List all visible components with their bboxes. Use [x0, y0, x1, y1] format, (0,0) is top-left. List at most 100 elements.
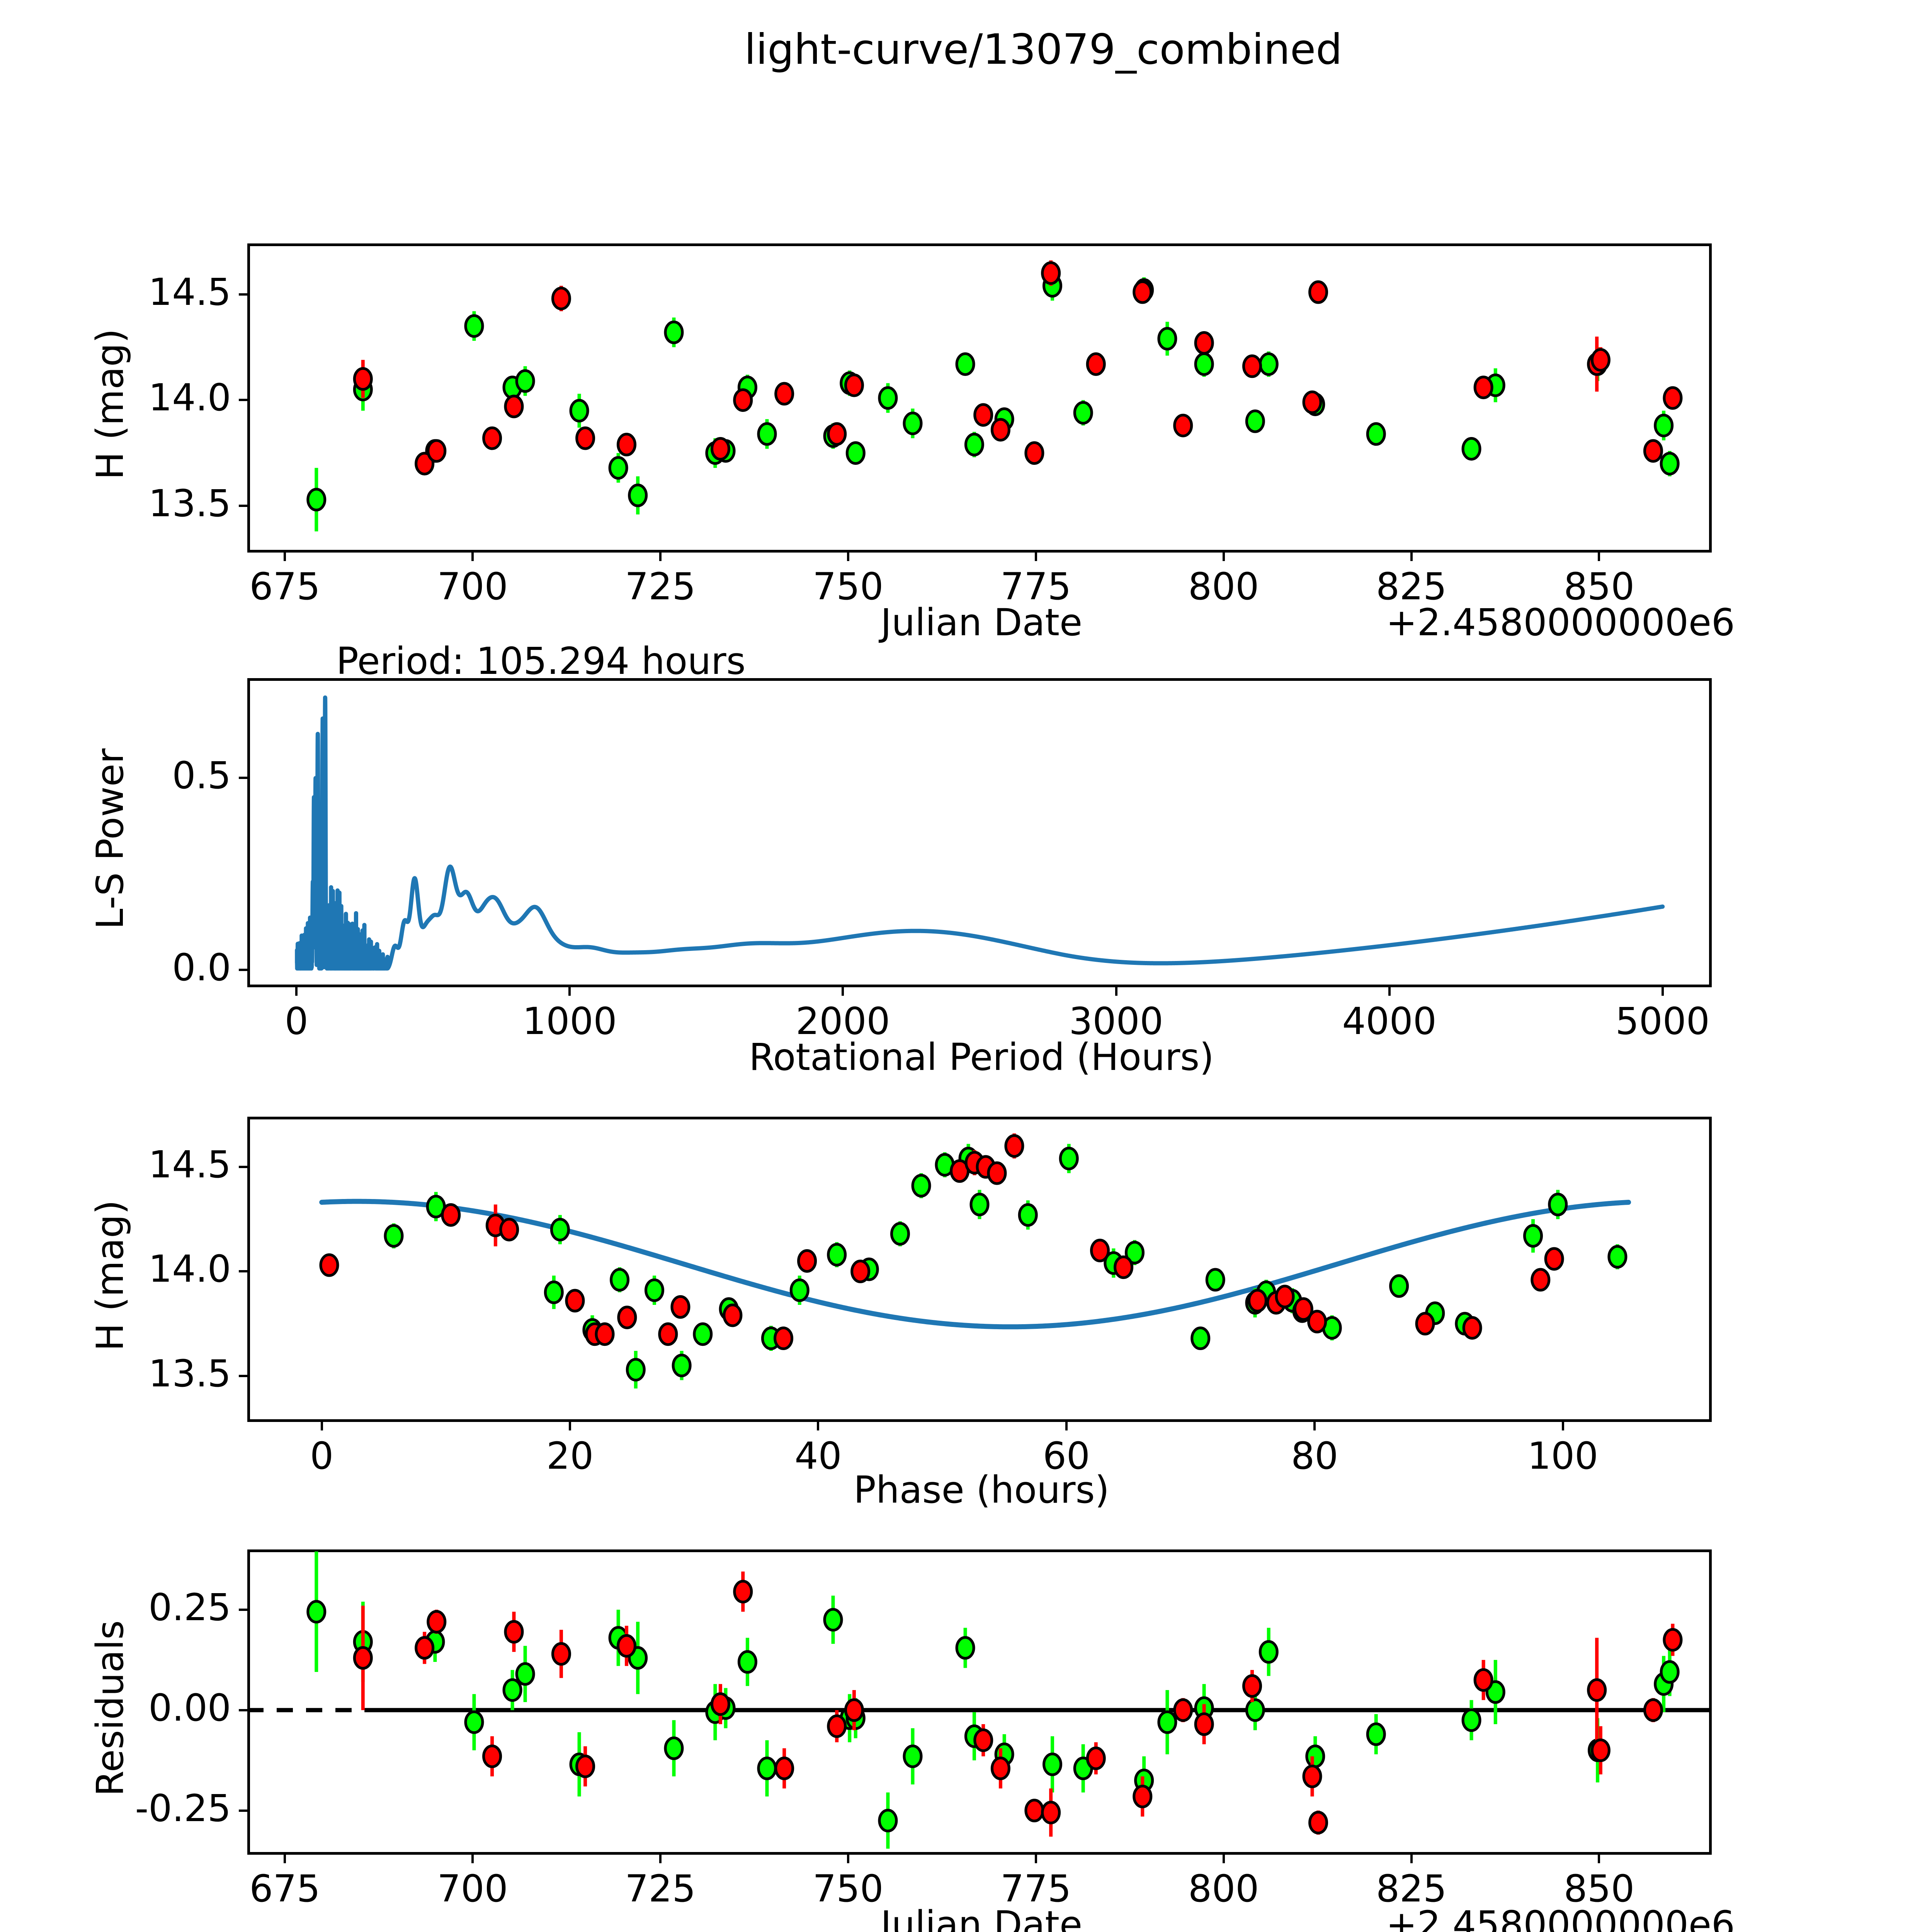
data-point	[595, 1322, 615, 1346]
panel-lightcurve-offset: +2.4580000000e6	[1386, 601, 1735, 644]
data-point	[1305, 1744, 1325, 1768]
data-point	[664, 1736, 684, 1760]
data-point	[774, 1327, 794, 1350]
x-tick-mark	[471, 1855, 474, 1863]
x-tick-label: 775	[1000, 1867, 1071, 1910]
y-tick-label: 0.0	[172, 946, 231, 990]
x-tick-mark	[1561, 1422, 1564, 1430]
data-point	[1544, 1247, 1564, 1271]
data-point	[1073, 401, 1093, 425]
data-point	[1473, 1668, 1493, 1692]
data-point	[797, 1249, 817, 1273]
data-point	[844, 373, 864, 397]
y-tick-label: 14.5	[148, 270, 231, 314]
data-point	[319, 1253, 339, 1277]
data-point	[1643, 1698, 1663, 1722]
x-tick-mark	[842, 987, 844, 996]
data-point	[1194, 1712, 1214, 1736]
data-point	[1173, 1698, 1193, 1722]
x-tick-label: 800	[1188, 565, 1259, 608]
data-point	[1133, 1784, 1153, 1808]
data-point	[551, 286, 571, 310]
y-tick-label: 13.5	[148, 482, 231, 526]
data-point	[1461, 437, 1481, 461]
y-tick-label: 14.0	[148, 376, 231, 420]
data-point	[1059, 1146, 1079, 1170]
series-red	[353, 260, 1683, 476]
data-point	[658, 1322, 678, 1346]
data-point	[1663, 386, 1683, 410]
data-point	[353, 367, 373, 391]
data-point	[990, 1757, 1010, 1781]
data-point	[987, 1161, 1007, 1185]
x-tick-label: 1000	[522, 1000, 617, 1043]
data-point	[1461, 1708, 1481, 1732]
x-tick-mark	[1388, 987, 1391, 996]
panel-periodogram-xlabel: Rotational Period (Hours)	[749, 1036, 1214, 1079]
x-tick-label: 675	[249, 565, 320, 608]
data-point	[1124, 1241, 1145, 1265]
x-tick-label: 825	[1376, 1867, 1447, 1910]
y-tick-label: 0.25	[148, 1585, 231, 1629]
x-tick-label: 20	[546, 1434, 594, 1478]
x-tick-mark	[471, 553, 474, 561]
periodogram-curve	[295, 695, 1665, 971]
x-tick-label: 2000	[796, 1000, 890, 1043]
panel-residuals-offset: +2.4580000000e6	[1386, 1903, 1735, 1932]
data-point	[1133, 280, 1153, 304]
data-point	[1366, 422, 1386, 446]
data-point	[844, 1698, 864, 1722]
panel-residuals-frame	[247, 1549, 1712, 1855]
data-point	[878, 1809, 898, 1833]
data-point	[1307, 1310, 1327, 1333]
data-point	[550, 1218, 570, 1242]
x-tick-label: 40	[794, 1434, 842, 1478]
panel-residuals-xlabel: Julian Date	[880, 1903, 1083, 1932]
x-tick-label: 0	[310, 1434, 334, 1478]
figure-title: light-curve/13079_combined	[744, 26, 1342, 74]
data-point	[384, 1224, 404, 1248]
x-tick-mark	[1410, 553, 1413, 561]
x-tick-mark	[1034, 553, 1037, 561]
x-tick-label: 0	[284, 1000, 308, 1043]
data-point	[964, 433, 984, 457]
data-point	[544, 1281, 564, 1304]
data-point	[733, 388, 753, 412]
series-red	[319, 1133, 1564, 1350]
y-tick-label: 14.0	[148, 1247, 231, 1291]
panel-phasefold-xlabel: Phase (hours)	[854, 1468, 1109, 1512]
data-point	[774, 1757, 794, 1781]
data-point	[427, 439, 447, 463]
data-point	[737, 1650, 757, 1674]
data-point	[515, 1662, 535, 1686]
data-point	[441, 1203, 461, 1227]
data-point	[575, 426, 595, 450]
panel-phasefold	[247, 1117, 1712, 1422]
data-point	[575, 1754, 595, 1778]
y-tick-label: 0.5	[172, 754, 231, 798]
data-point	[1462, 1316, 1482, 1340]
data-point	[1041, 1801, 1061, 1825]
x-tick-mark	[284, 553, 286, 561]
y-tick-mark	[239, 1374, 247, 1377]
x-tick-mark	[659, 553, 662, 561]
data-point	[955, 1636, 975, 1660]
data-point	[1242, 354, 1262, 378]
data-point	[733, 1580, 753, 1604]
data-point	[1086, 1747, 1106, 1770]
y-tick-label: 14.5	[148, 1143, 231, 1186]
data-point	[427, 1610, 447, 1634]
data-point	[1157, 1710, 1177, 1734]
x-tick-label: 5000	[1615, 1000, 1710, 1043]
data-point	[515, 369, 535, 393]
data-point	[1389, 1274, 1409, 1298]
x-tick-mark	[1065, 1422, 1068, 1430]
data-point	[1173, 413, 1193, 437]
y-tick-mark	[239, 1270, 247, 1273]
data-point	[1043, 1752, 1063, 1776]
data-point	[1004, 1134, 1024, 1158]
x-tick-label: 725	[625, 565, 696, 608]
data-point	[565, 1289, 585, 1313]
data-point	[1302, 390, 1322, 414]
data-point	[482, 426, 502, 450]
